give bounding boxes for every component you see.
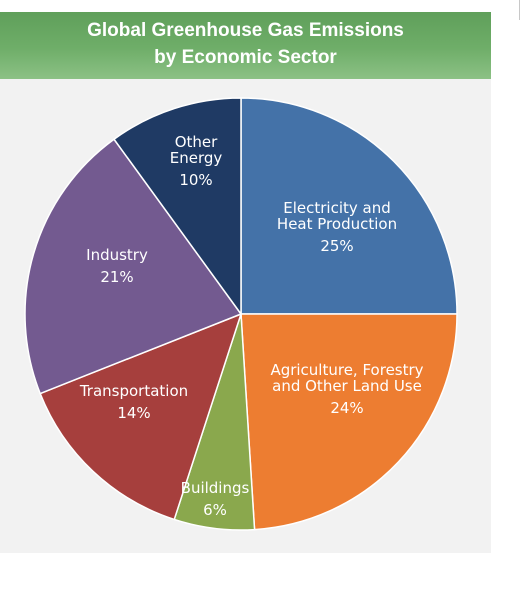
slice-value-label: 24% (330, 399, 363, 417)
slice-label-agriculture-forestry-and-other-land-use: Agriculture, Forestry and Other Land Use 2… (270, 361, 423, 417)
slice-label-line: Other (175, 133, 218, 151)
slice-label-line: Electricity and (283, 199, 391, 217)
slice-value-label: 6% (203, 501, 227, 519)
slice-label-line: Energy (170, 149, 223, 167)
chart-title-line-2: by Economic Sector (154, 47, 337, 68)
slice-label-buildings: Buildings 6% (181, 479, 250, 519)
slice-label-line: Agriculture, Forestry (270, 361, 423, 379)
slice-label-transportation: Transportation 14% (79, 382, 188, 422)
slice-label-line: Heat Production (277, 215, 397, 233)
slice-label-line: Industry (86, 246, 148, 264)
pie-slice-industry (24, 138, 242, 395)
slice-value-label: 25% (320, 237, 353, 255)
pie-slice-agriculture-forestry-and-other-land-use (240, 313, 458, 531)
chart-title: Global Greenhouse Gas Emissions by Econo… (0, 12, 491, 79)
pie-labels: Electricity and Heat Production 25% Agricul… (79, 133, 424, 519)
chart-title-line-1: Global Greenhouse Gas Emissions (87, 20, 404, 41)
page-edge-line (519, 0, 520, 20)
slice-value-label: 21% (100, 268, 133, 286)
pie-slice-other-energy (113, 97, 242, 315)
slice-label-line: Transportation (79, 382, 188, 400)
slice-value-label: 10% (179, 171, 212, 189)
slice-label-line: and Other Land Use (272, 377, 422, 395)
slice-value-label: 14% (117, 404, 150, 422)
slice-label-electricity-and-heat-production: Electricity and Heat Production 25% (277, 199, 397, 255)
slice-label-industry: Industry 21% (86, 246, 148, 286)
pie-slice-transportation (39, 313, 242, 521)
pie-slice-electricity-and-heat-production (240, 97, 458, 315)
slice-label-line: Buildings (181, 479, 250, 497)
slice-label-other-energy: Other Energy 10% (170, 133, 223, 189)
pie-slices (24, 97, 458, 531)
